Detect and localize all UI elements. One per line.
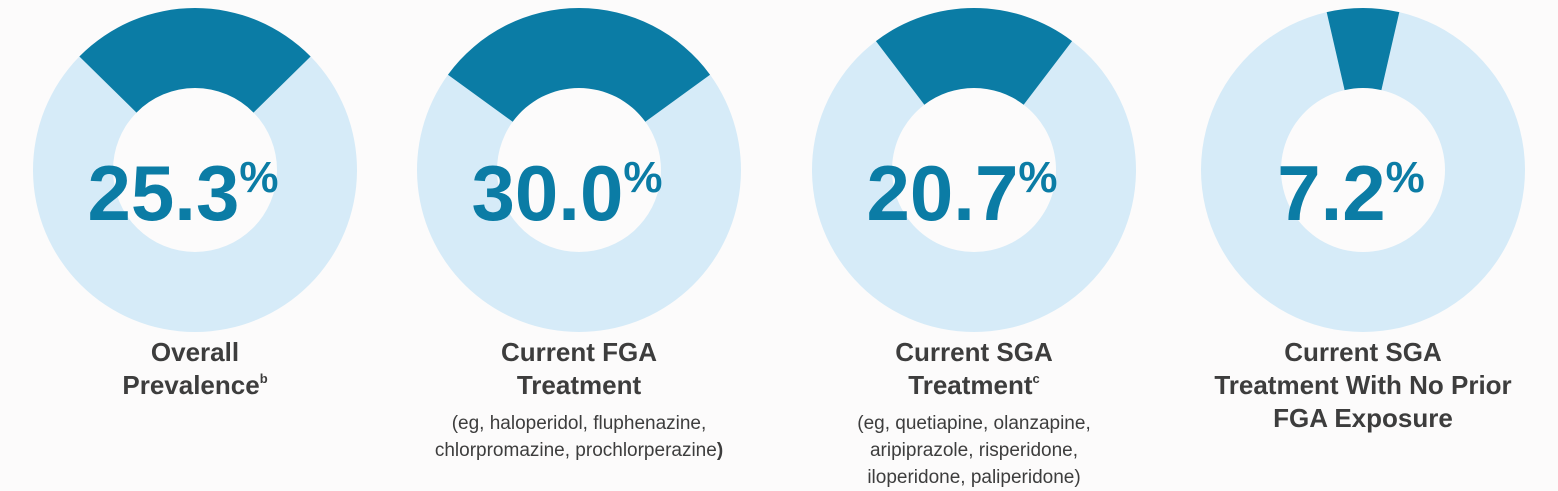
donut-chart-current-sga-treatment-with-no-prior-fga-exposure: 7.2% [1201,7,1525,332]
category-label-line: Treatment [516,370,642,400]
drug-examples-line: iloperidone, paliperidone) [867,467,1081,488]
donut-chart-overall-prevalence: 25.3% [32,7,358,333]
donut-panel-current-sga-treatment: 20.7% Current SGA Treatmentc (eg, quetiapin… [779,0,1169,488]
donut-value-label: 30.0% [472,149,663,237]
drug-examples-note: (eg, haloperidol, fluphenazine, chlorprom… [384,410,774,464]
donut-value-slice [447,7,711,122]
percent-sign: % [239,153,278,202]
donut-panel-current-fga-treatment: 30.0% Current FGA Treatment (eg, haloperido… [384,0,774,484]
category-label-line: Treatment With No Prior [1214,370,1512,400]
drug-examples-note: (eg, quetiapine, olanzapine, aripiprazole… [779,410,1169,491]
drug-examples-line: chlorpromazine, prochlorperazine) [434,440,724,461]
drug-examples-line: (eg, haloperidol, fluphenazine, [451,413,707,434]
donut-remaining-slice [812,41,1136,333]
donut-value-label: 20.7% [867,149,1058,237]
percent-sign: % [1386,153,1425,202]
donut-chart-current-sga-treatment: 20.7% [812,8,1136,333]
donut-remaining-slice [1201,12,1525,332]
category-label-line: Current FGA [501,337,657,367]
donut-value-slice [79,7,311,113]
drug-examples-line: aripiprazole, risperidone, [869,440,1079,461]
category-label-line: Overall [150,337,240,367]
percent-sign: % [1018,153,1057,202]
donut-value-label: 7.2% [1277,149,1425,237]
donut-value-slice [875,8,1073,105]
category-label-line: FGA Exposure [1273,403,1453,433]
category-label-line: Treatmentc [908,370,1040,400]
category-label-line: Current SGA [1284,337,1442,367]
donut-category-label: Current SGA Treatment With No Prior FGA Ex… [1168,336,1558,435]
donut-value-label: 25.3% [88,149,279,237]
percent-sign: % [623,153,662,202]
donut-panel-overall-prevalence: 25.3% Overall Prevalenceb [0,0,390,484]
footnote-marker: b [259,371,268,386]
category-label-line: Current SGA [895,337,1053,367]
donut-category-label: Current FGA Treatment [384,336,774,402]
drug-examples-line: (eg, quetiapine, olanzapine, [857,413,1091,434]
donut-value-slice [1326,7,1400,91]
donut-category-label: Overall Prevalenceb [0,336,390,402]
donut-chart-current-fga-treatment: 30.0% [417,7,741,333]
donut-panel-current-sga-treatment-with-no-prior-fga-exposure: 7.2% Current SGA Treatment With No Prior FG… [1168,0,1558,484]
donut-remaining-slice [417,74,741,333]
donut-category-label: Current SGA Treatmentc [779,336,1169,402]
donut-remaining-slice [32,56,358,333]
category-label-line: Prevalenceb [122,370,268,400]
footnote-marker: c [1032,371,1040,386]
